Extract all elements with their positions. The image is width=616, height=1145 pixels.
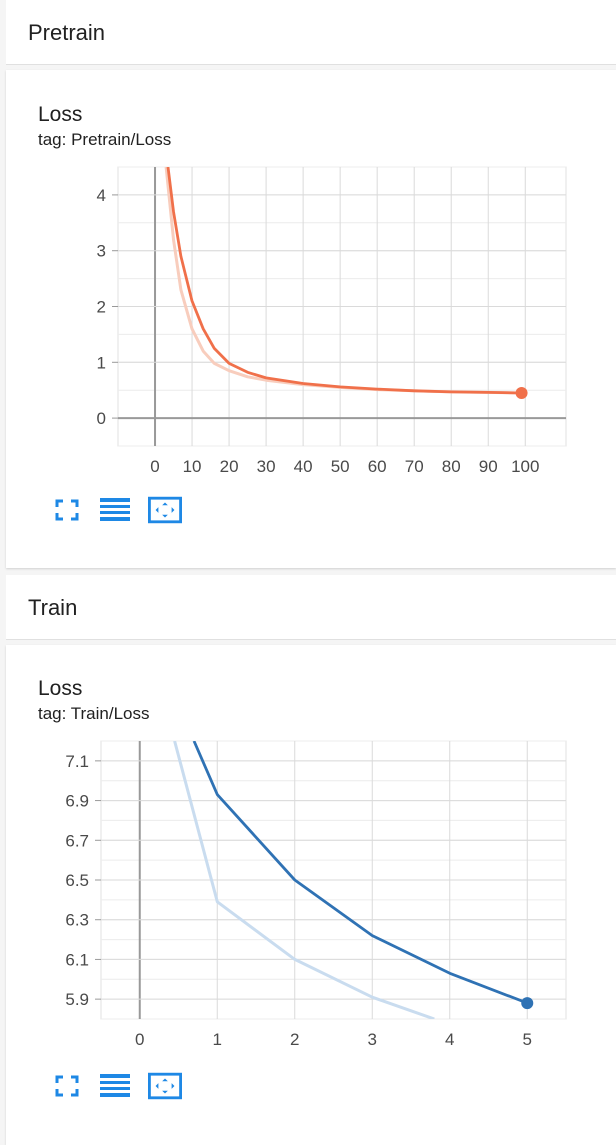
section-title: Pretrain: [28, 20, 106, 45]
x-tick-label: 100: [511, 457, 539, 476]
x-tick-label: 0: [135, 1030, 144, 1049]
y-tick-label: 5.9: [65, 990, 89, 1009]
raw-series-line: [164, 167, 522, 395]
x-tick-label: 60: [368, 457, 387, 476]
fit-domain-button[interactable]: [148, 1071, 182, 1101]
card-tag: tag: Pretrain/Loss: [38, 130, 172, 149]
chart-card: Loss tag: Train/Loss 0 1 2 3 4 5 5.9 6.1 6.3 6.5 6…: [6, 645, 616, 1145]
x-tick-label: 1: [213, 1030, 222, 1049]
data-table-icon: [100, 498, 130, 521]
y-tick-label: 6.9: [65, 792, 89, 811]
loss-chart[interactable]: 0 1 2 3 4 5 5.9 6.1 6.3 6.5 6.7 6.9 7.1: [6, 733, 616, 1063]
x-tick-label: 0: [150, 457, 159, 476]
x-tick-label: 5: [523, 1030, 532, 1049]
card-title: Loss: [38, 677, 83, 700]
fullscreen-icon: [55, 499, 79, 521]
x-tick-label: 70: [405, 457, 424, 476]
section-pretrain: Pretrain Loss tag: Pretrain/Loss 0 10 20 30…: [0, 0, 616, 570]
y-tick-label: 4: [97, 186, 106, 205]
x-tick-label: 80: [442, 457, 461, 476]
y-tick-label: 0: [97, 409, 106, 428]
data-table-button[interactable]: [98, 1071, 132, 1101]
series-group: [164, 167, 522, 395]
fullscreen-button[interactable]: [50, 495, 84, 525]
fit-domain-icon: [148, 1072, 182, 1100]
last-point-marker: [521, 997, 534, 1010]
y-tick-label: 6.3: [65, 911, 89, 930]
last-point-marker: [515, 386, 528, 399]
x-tick-label: 4: [445, 1030, 454, 1049]
x-tick-label: 90: [479, 457, 498, 476]
section-train: Train Loss tag: Train/Loss 0 1 2 3 4 5 5.9 6.1 6…: [0, 575, 616, 1145]
section-header[interactable]: Train: [6, 575, 616, 640]
fullscreen-icon: [55, 1075, 79, 1097]
smoothed-series-line: [166, 167, 522, 395]
series-group: [173, 741, 528, 1019]
y-tick-label: 7.1: [65, 752, 89, 771]
y-tick-label: 6.1: [65, 950, 89, 969]
x-tick-label: 30: [257, 457, 276, 476]
x-tick-label: 2: [290, 1030, 299, 1049]
section-title: Train: [28, 595, 78, 620]
y-tick-label: 2: [97, 298, 106, 317]
raw-series-line: [173, 741, 435, 1019]
fit-domain-button[interactable]: [148, 495, 182, 525]
x-tick-label: 50: [331, 457, 350, 476]
y-tick-label: 6.7: [65, 831, 89, 850]
fit-domain-icon: [148, 496, 182, 524]
x-tick-label: 10: [183, 457, 202, 476]
section-header[interactable]: Pretrain: [6, 0, 616, 65]
y-tick-label: 3: [97, 242, 106, 261]
data-table-icon: [100, 1074, 130, 1097]
card-title: Loss: [38, 103, 83, 126]
smoothed-series-line: [192, 741, 528, 1005]
x-tick-label: 40: [294, 457, 313, 476]
card-tag: tag: Train/Loss: [38, 704, 150, 723]
y-tick-label: 1: [97, 353, 106, 372]
y-tick-label: 6.5: [65, 871, 89, 890]
chart-card: Loss tag: Pretrain/Loss 0 10 20 30 40 50 60 70 8…: [6, 70, 616, 568]
data-table-button[interactable]: [98, 495, 132, 525]
x-tick-label: 20: [220, 457, 239, 476]
fullscreen-button[interactable]: [50, 1071, 84, 1101]
x-tick-label: 3: [368, 1030, 377, 1049]
loss-chart[interactable]: 0 10 20 30 40 50 60 70 80 90 100 0 1 2 3 4: [6, 160, 616, 490]
